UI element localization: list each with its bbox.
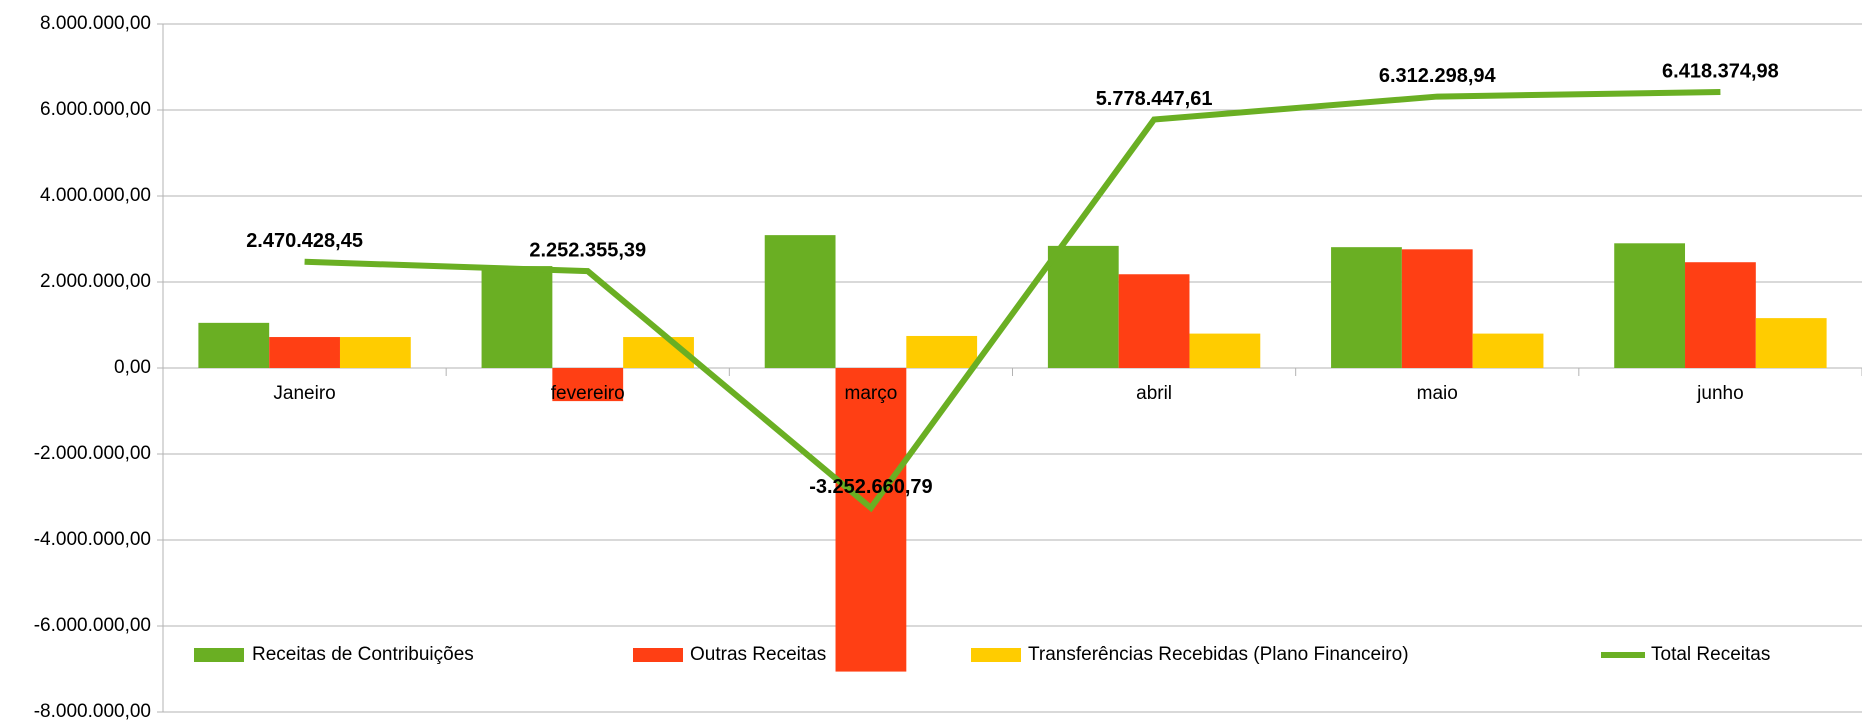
bar [1118, 274, 1190, 368]
labels: 8.000.000,00 6.000.000,00 4.000.000,00 2.00… [34, 13, 1779, 722]
bar [835, 368, 907, 672]
x-tick-label: Janeiro [273, 383, 335, 404]
bar [1685, 262, 1756, 368]
x-tick-label: março [845, 383, 898, 404]
value-label: 5.778.447,61 [1096, 88, 1213, 110]
bar [906, 335, 978, 368]
value-label: 2.470.428,45 [246, 230, 363, 252]
bars [198, 235, 1827, 672]
grid [157, 23, 1862, 713]
bar [481, 266, 553, 368]
bar [198, 322, 270, 368]
bar [552, 368, 624, 402]
bar [1401, 249, 1473, 368]
bar [1189, 333, 1261, 368]
line-layer [304, 89, 1721, 513]
bar [764, 235, 836, 368]
bar [1472, 333, 1544, 368]
y-tick-label: -4.000.000,00 [34, 529, 151, 550]
legend-swatch [194, 648, 244, 662]
bar [339, 337, 411, 368]
value-label: 6.312.298,94 [1379, 65, 1497, 87]
y-tick-label: 6.000.000,00 [40, 99, 151, 120]
bar [1614, 243, 1686, 368]
y-tick-label: -2.000.000,00 [34, 443, 151, 464]
value-label: 2.252.355,39 [529, 239, 646, 261]
legend-label: Transferências Recebidas (Plano Financei… [1028, 644, 1409, 665]
bar [1331, 247, 1402, 368]
legend-label: Outras Receitas [690, 644, 826, 665]
x-tick-label: fevereiro [551, 383, 625, 404]
bar [1755, 318, 1827, 368]
bar [1047, 245, 1119, 368]
legend-swatch [971, 648, 1021, 662]
bar [269, 337, 340, 368]
y-tick-label: -8.000.000,00 [34, 701, 151, 722]
y-tick-label: 0,00 [114, 357, 151, 378]
total-line [304, 89, 1721, 513]
y-tick-label: 4.000.000,00 [40, 185, 151, 206]
value-label: 6.418.374,98 [1662, 60, 1779, 82]
x-tick-label: junho [1696, 383, 1744, 404]
y-tick-label: 2.000.000,00 [40, 271, 151, 292]
x-tick-label: abril [1136, 383, 1172, 404]
x-tick-label: maio [1417, 383, 1458, 404]
legend-swatch [633, 648, 683, 662]
y-tick-label: 8.000.000,00 [40, 13, 151, 34]
y-tick-label: -6.000.000,00 [34, 615, 151, 636]
legend-label: Receitas de Contribuições [252, 644, 474, 665]
legend-label: Total Receitas [1651, 644, 1770, 665]
value-label: -3.252.660,79 [809, 476, 932, 498]
